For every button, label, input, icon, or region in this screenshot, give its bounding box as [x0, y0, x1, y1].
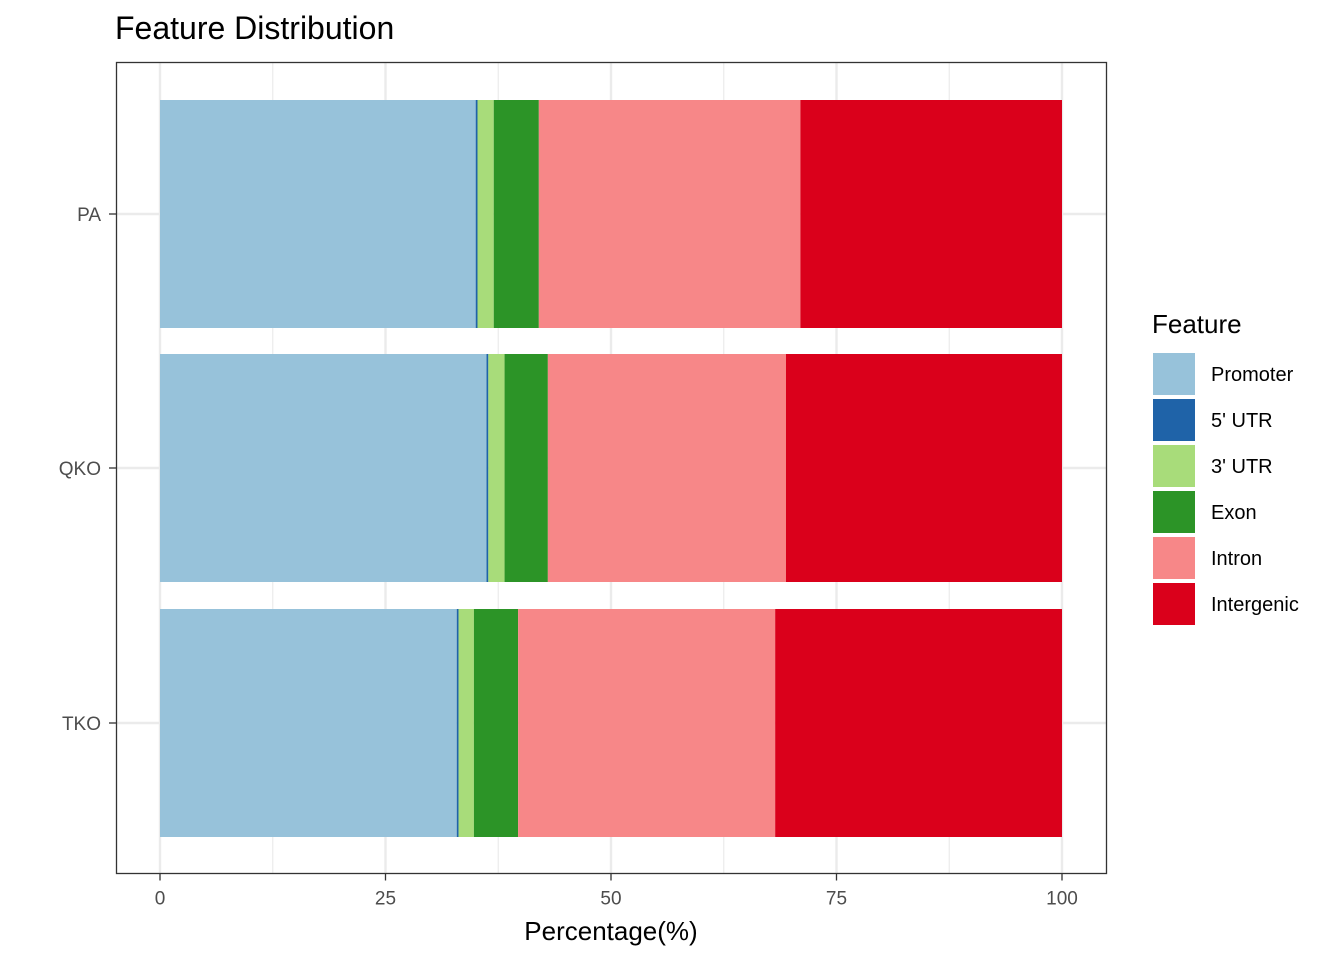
bars-layer — [160, 100, 1062, 837]
legend-label: 3' UTR — [1211, 456, 1273, 478]
bar-pa-5-utr — [475, 100, 478, 328]
bar-qko-intron — [547, 354, 786, 582]
bar-pa-intergenic — [800, 100, 1062, 328]
bar-tko-3-utr — [458, 609, 474, 837]
legend-label: Intron — [1211, 548, 1262, 570]
bar-qko-3-utr — [488, 354, 505, 582]
legend-label: 5' UTR — [1211, 410, 1273, 432]
legend-label: Intergenic — [1211, 594, 1299, 616]
chart-title: Feature Distribution — [115, 10, 394, 46]
bar-tko-exon — [473, 609, 519, 837]
bar-qko-promoter — [160, 354, 487, 582]
legend-key — [1153, 583, 1195, 625]
bar-tko-promoter — [160, 609, 457, 837]
y-tick-label: TKO — [62, 714, 101, 735]
legend-key — [1153, 399, 1195, 441]
bar-pa-promoter — [160, 100, 476, 328]
y-tick-label: QKO — [59, 459, 101, 480]
bar-qko-5-utr — [486, 354, 489, 582]
x-axis-title: Percentage(%) — [524, 916, 697, 946]
axis-layer: PA QKO TKO 0 25 50 75 100 — [59, 205, 1078, 910]
bar-qko-exon — [504, 354, 548, 582]
y-tick-label: PA — [77, 205, 101, 226]
bar-tko-5-utr — [456, 609, 459, 837]
bar-tko-intergenic — [775, 609, 1062, 837]
legend-key — [1153, 537, 1195, 579]
legend-title: Feature — [1152, 309, 1242, 339]
legend: Promoter 5' UTR 3' UTR Exon Intron Intergenic — [1153, 353, 1299, 625]
x-tick-label: 75 — [826, 889, 847, 910]
bar-qko-intergenic — [785, 354, 1062, 582]
bar-tko-intron — [518, 609, 776, 837]
legend-key — [1153, 445, 1195, 487]
legend-label: Promoter — [1211, 364, 1294, 386]
x-tick-label: 100 — [1046, 889, 1078, 910]
x-tick-label: 25 — [375, 889, 396, 910]
x-tick-label: 50 — [600, 889, 621, 910]
bar-pa-exon — [493, 100, 539, 328]
bar-pa-intron — [538, 100, 801, 328]
legend-key — [1153, 353, 1195, 395]
legend-key — [1153, 491, 1195, 533]
bar-pa-3-utr — [477, 100, 494, 328]
legend-label: Exon — [1211, 502, 1257, 524]
x-tick-label: 0 — [155, 889, 166, 910]
